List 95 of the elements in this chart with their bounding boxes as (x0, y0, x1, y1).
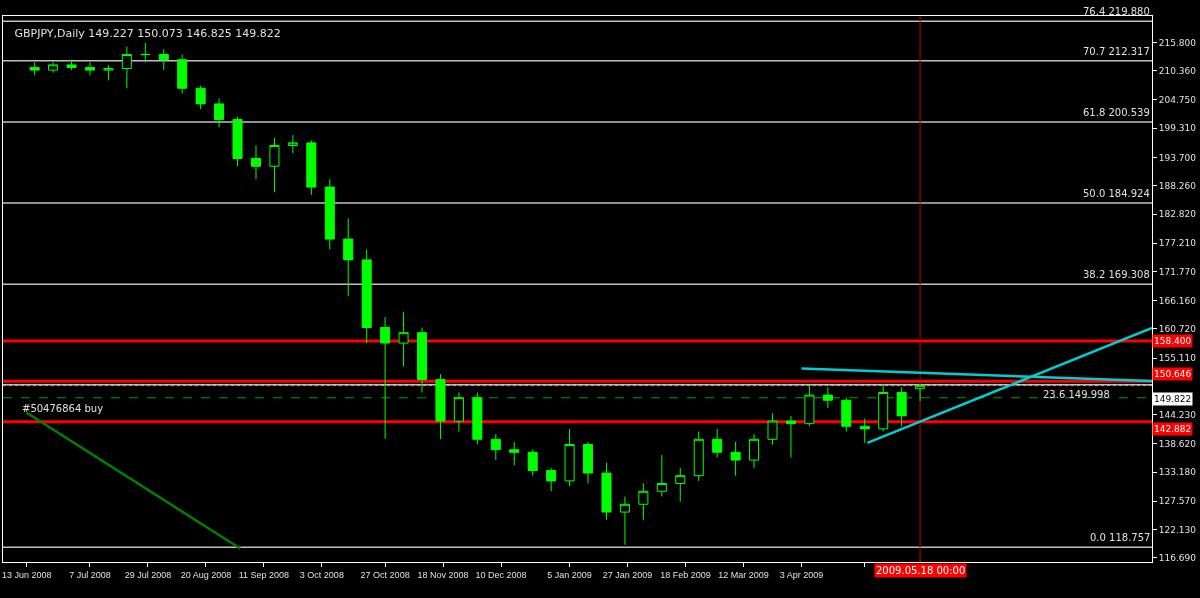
ref-line-label: 23.6 149.998 (1043, 389, 1110, 400)
ref-line-label: 76.4 219.880 (1083, 6, 1150, 17)
candlestick (527, 449, 538, 477)
x-tick-label: 27 Jan 2009 (602, 569, 653, 580)
candlestick (66, 59, 77, 71)
ref-line-label: 38.2 169.308 (1083, 269, 1150, 280)
candlestick (158, 48, 169, 71)
candlestick (656, 454, 667, 497)
candlestick (619, 495, 630, 546)
ref-line-label: 2009.05.18 00:00 (876, 565, 966, 576)
x-tick-label: 20 Aug 2008 (180, 569, 232, 580)
candlestick (287, 134, 298, 154)
candlestick (84, 61, 95, 76)
y-tick-label: 177.210 (1158, 238, 1197, 249)
y-tick-label: 122.130 (1158, 524, 1197, 535)
ref-line-label: 142.882 (1154, 424, 1192, 434)
candlestick (48, 61, 59, 74)
candlestick (804, 384, 815, 427)
candlestick (398, 311, 409, 367)
x-tick-label: 7 Jul 2008 (69, 569, 111, 580)
candlestick (509, 441, 520, 466)
candlestick (453, 391, 464, 432)
x-tick-label: 29 Jul 2008 (124, 569, 172, 580)
candlestick (472, 391, 483, 445)
x-tick-label: 18 Feb 2009 (660, 569, 711, 580)
x-tick-label: 13 Jun 2008 (1, 569, 52, 580)
candlestick (638, 482, 649, 521)
candlestick (361, 248, 372, 344)
y-tick-label: 188.260 (1158, 180, 1197, 191)
candlestick (564, 428, 575, 487)
ref-line-label: 149.822 (1154, 394, 1192, 404)
candlestick (232, 116, 243, 167)
candlestick (712, 428, 723, 458)
candlestick (822, 386, 833, 409)
candlestick (177, 53, 188, 94)
x-tick-label: 27 Oct 2008 (360, 569, 410, 580)
candlestick (767, 412, 778, 445)
y-tick-label: 215.800 (1158, 37, 1197, 48)
ref-line-label: 0.0 118.757 (1090, 532, 1151, 543)
candlestick (435, 373, 446, 440)
candlestick (675, 467, 686, 503)
y-tick-label: 210.360 (1158, 65, 1197, 76)
y-tick-label: 171.770 (1158, 266, 1197, 277)
candlestick (103, 64, 114, 81)
candlestick (195, 85, 206, 110)
candlestick (306, 139, 317, 196)
y-tick-label: 138.620 (1158, 439, 1197, 450)
candlestick (583, 441, 594, 484)
ref-line-label: #50476864 buy (22, 403, 104, 414)
candlestick (417, 326, 428, 393)
ref-line-label: 150.646 (1154, 369, 1192, 379)
y-tick-label: 182.820 (1158, 209, 1197, 220)
x-tick-label: 10 Dec 2008 (475, 569, 527, 580)
y-tick-label: 160.720 (1158, 324, 1197, 335)
candlestick (490, 433, 501, 461)
y-tick-label: 144.230 (1158, 409, 1197, 420)
candlestick (380, 316, 391, 440)
x-tick-label: 18 Nov 2008 (417, 569, 469, 580)
candlestick (121, 46, 132, 89)
text: GBPJPY,Daily 149.227 150.073 146.825 149.822 (14, 27, 281, 41)
candlestick (859, 417, 870, 444)
x-tick-label: 12 Mar 2009 (718, 569, 769, 580)
y-tick-label: 127.570 (1158, 496, 1197, 507)
candlestick (841, 397, 852, 432)
candlestick (693, 430, 704, 482)
ref-line-label: 158.400 (1154, 336, 1192, 346)
y-tick-label: 133.180 (1158, 467, 1197, 478)
ref-line-label: 70.7 212.317 (1083, 46, 1150, 57)
x-tick-label: 5 Jan 2009 (547, 569, 592, 580)
candlestick (343, 217, 354, 297)
candlestick (730, 441, 741, 477)
y-tick-label: 155.110 (1158, 353, 1197, 364)
candlestick (785, 415, 796, 458)
candlestick (214, 98, 225, 128)
candlestick (546, 467, 557, 492)
candlestick (324, 178, 335, 250)
candlestick (749, 433, 760, 469)
x-tick-label: 3 Oct 2008 (299, 569, 344, 580)
candlestick (878, 383, 889, 432)
ref-line-label: 50.0 184.924 (1083, 188, 1150, 199)
candlestick (269, 137, 280, 193)
x-tick-label: 3 Apr 2009 (779, 569, 824, 580)
y-tick-label: 166.160 (1158, 295, 1197, 306)
candlestick (915, 383, 926, 402)
y-tick-label: 199.310 (1158, 123, 1197, 134)
y-tick-label: 116.690 (1158, 553, 1197, 564)
ref-line-label: 61.8 200.539 (1083, 107, 1150, 118)
candlestick (601, 462, 612, 521)
y-tick-label: 193.700 (1158, 152, 1197, 163)
x-tick-label: 11 Sep 2008 (238, 569, 290, 580)
candlestick (896, 386, 907, 427)
y-tick-label: 204.750 (1158, 95, 1197, 106)
candlestick (250, 144, 262, 180)
candlestick (29, 61, 40, 76)
candlestick (140, 42, 151, 63)
